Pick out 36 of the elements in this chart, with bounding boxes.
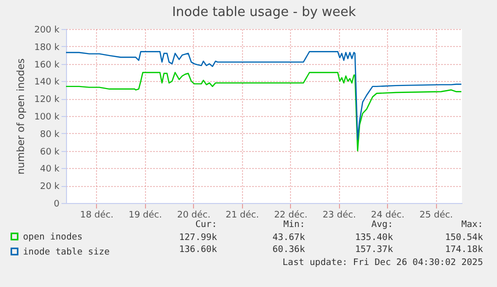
y-tick-label: 60 k — [40, 147, 60, 158]
text: 60.36k — [272, 245, 305, 255]
text: 127.99k — [179, 232, 217, 242]
y-tick-label: 120 k — [34, 95, 60, 106]
text: 135.40k — [355, 232, 393, 242]
legend-label: inode table size — [23, 248, 110, 258]
x-tick-label: 19 déc. — [128, 210, 162, 220]
y-tick-label: 140 k — [34, 78, 60, 88]
text: 174.18k — [445, 245, 483, 255]
text: 43.67k — [272, 232, 305, 242]
x-tick-label: 23 déc. — [322, 210, 356, 220]
y-tick-label: 80 k — [40, 130, 60, 140]
text: Avg: — [371, 220, 393, 230]
y-tick-label: 100 k — [34, 112, 60, 122]
text: Max: — [461, 220, 483, 230]
text: 150.54k — [445, 232, 483, 242]
x-tick-label: 22 déc. — [274, 210, 308, 220]
y-tick-label: 160 k — [34, 60, 60, 70]
x-tick-label: 20 déc. — [177, 210, 210, 220]
text: Cur: — [195, 220, 217, 230]
text: Last update: Fri Dec 26 04:30:02 2025 — [282, 258, 483, 268]
y-tick-label: 20 k — [40, 182, 60, 192]
chart-title: Inode table usage - by week — [172, 5, 356, 20]
y-tick-label: 0 — [54, 200, 60, 210]
text: 157.37k — [355, 245, 393, 255]
x-tick-label: 25 déc. — [420, 210, 453, 220]
y-axis-title: number of open inodes — [16, 58, 28, 175]
x-tick-label: 24 déc. — [371, 210, 404, 220]
x-tick-label: 21 déc. — [226, 210, 259, 220]
text: 136.60k — [179, 245, 217, 255]
y-tick-label: 180 k — [34, 42, 60, 53]
legend-label: open inodes — [23, 232, 83, 242]
x-tick-label: 18 déc. — [80, 210, 114, 220]
text: Min: — [283, 220, 305, 230]
y-tick-label: 40 k — [40, 164, 60, 175]
y-tick-label: 200 k — [34, 26, 60, 36]
